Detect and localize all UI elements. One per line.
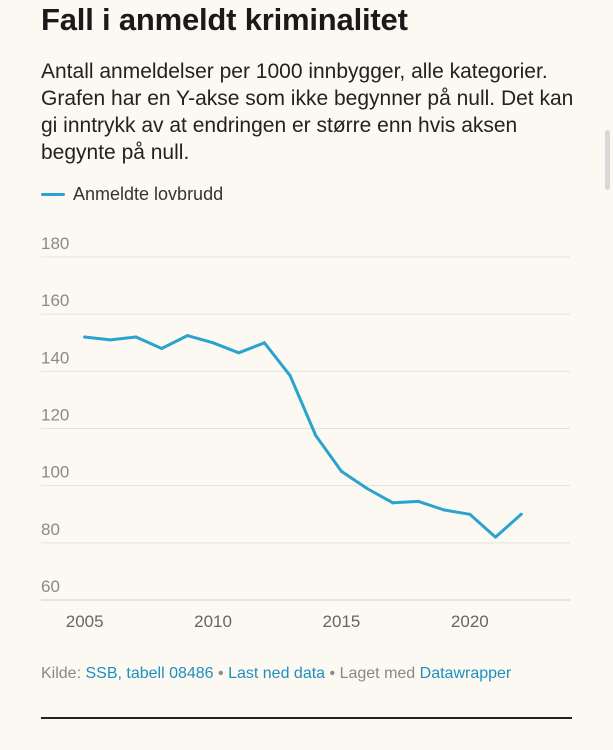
footer: Kilde: SSB, tabell 08486 • Last ned data… bbox=[41, 665, 511, 683]
scrollbar[interactable] bbox=[605, 130, 610, 190]
y-axis-ticks: 180 160 140 120 100 80 60 bbox=[41, 234, 69, 596]
data-point-2017 bbox=[391, 501, 395, 505]
x-tick-label-2015: 2015 bbox=[323, 612, 361, 631]
legend-label: Anmeldte lovbrudd bbox=[73, 184, 224, 204]
data-point-2010 bbox=[211, 341, 215, 345]
data-point-2013 bbox=[288, 374, 292, 378]
x-tick-label-2010: 2010 bbox=[194, 612, 232, 631]
data-point-2018 bbox=[416, 499, 420, 503]
data-point-2007 bbox=[134, 335, 138, 339]
data-point-2014 bbox=[314, 434, 318, 438]
y-tick-label-180: 180 bbox=[41, 234, 69, 253]
source-link[interactable]: SSB, tabell 08486 bbox=[85, 665, 214, 682]
data-point-2006 bbox=[108, 338, 112, 342]
datawrapper-link[interactable]: Datawrapper bbox=[419, 665, 512, 682]
data-point-2020 bbox=[468, 512, 472, 516]
y-tick-label-140: 140 bbox=[41, 348, 69, 367]
y-tick-label-100: 100 bbox=[41, 463, 69, 482]
grid-layer bbox=[41, 256, 570, 601]
y-tick-label-120: 120 bbox=[41, 406, 69, 425]
download-data-link[interactable]: Last ned data bbox=[228, 665, 326, 682]
x-tick-label-2020: 2020 bbox=[451, 612, 489, 631]
made-with-label: Laget med bbox=[339, 665, 416, 682]
chart-description: Antall anmeldelser per 1000 innbygger, a… bbox=[41, 60, 574, 164]
footer-divider bbox=[41, 717, 572, 719]
data-point-2022 bbox=[519, 512, 523, 516]
x-axis-ticks: 2005 2010 2015 2020 bbox=[66, 612, 489, 631]
data-point-2005 bbox=[83, 335, 87, 339]
y-tick-label-60: 60 bbox=[41, 577, 60, 596]
chart-title: Fall i anmeldt kriminalitet bbox=[41, 2, 408, 37]
data-point-2019 bbox=[442, 508, 446, 512]
separator: • bbox=[329, 665, 336, 682]
data-point-2008 bbox=[160, 346, 164, 350]
series-layer bbox=[83, 334, 523, 539]
line-chart: 180 160 140 120 100 80 60 2005 2010 2015 2020 bbox=[41, 234, 570, 631]
data-point-2011 bbox=[237, 351, 241, 355]
legend-swatch bbox=[41, 193, 65, 196]
source-prefix: Kilde: bbox=[41, 665, 82, 682]
series-line-0 bbox=[83, 334, 523, 539]
data-point-2015 bbox=[339, 469, 343, 473]
y-tick-label-80: 80 bbox=[41, 520, 60, 539]
data-point-2016 bbox=[365, 487, 369, 491]
data-point-2012 bbox=[262, 341, 266, 345]
y-tick-label-160: 160 bbox=[41, 291, 69, 310]
data-point-2009 bbox=[185, 334, 189, 338]
separator: • bbox=[218, 665, 224, 682]
data-point-2021 bbox=[494, 535, 498, 539]
legend: Anmeldte lovbrudd bbox=[41, 184, 223, 205]
x-tick-label-2005: 2005 bbox=[66, 612, 104, 631]
